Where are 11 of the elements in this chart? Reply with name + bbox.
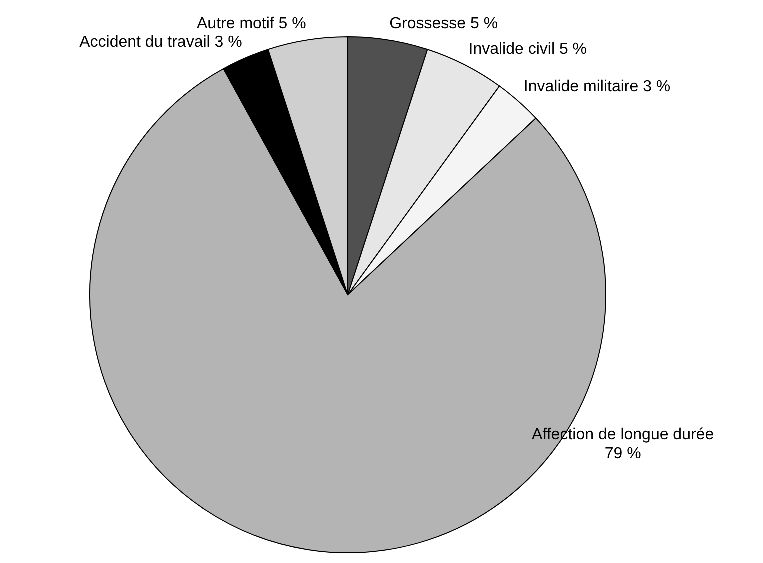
slice-label: Accident du travail (80, 34, 210, 51)
data-label: 5 % (559, 40, 588, 58)
slice-label: Grossesse (390, 15, 466, 32)
slice-label: Invalide militaire (524, 78, 639, 96)
data-label: 79 % (604, 445, 642, 462)
slice-label: Autre motif (197, 15, 274, 32)
slice-label: Invalide civil (468, 40, 556, 58)
data-label: 3 % (214, 34, 242, 51)
data-label: 5 % (470, 15, 498, 32)
data-label: 3 % (643, 78, 671, 96)
data-label: 5 % (278, 15, 306, 32)
